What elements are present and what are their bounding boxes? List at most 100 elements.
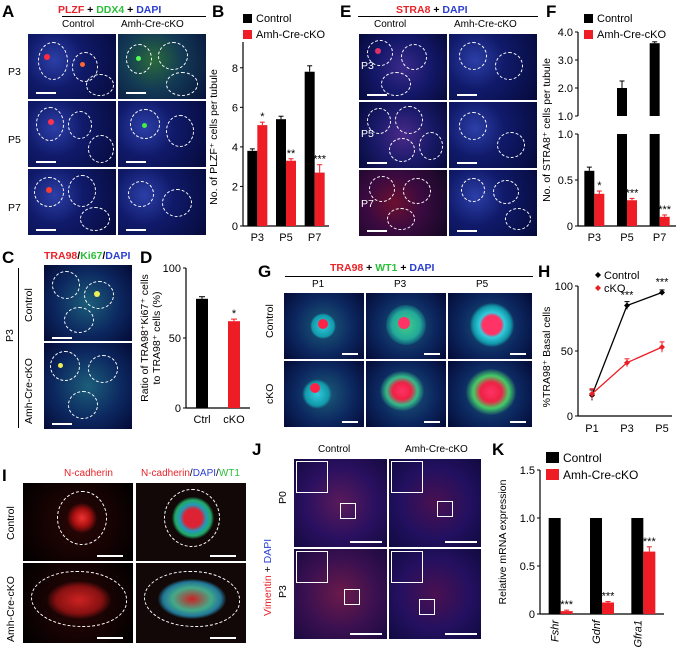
tubule-outline (52, 271, 80, 299)
micrograph (43, 264, 133, 342)
row-label-p0: P0 (277, 491, 289, 504)
cell-cluster (470, 303, 514, 347)
tubule-outline (461, 178, 485, 202)
micrograph (135, 482, 247, 562)
y-axis-label: Relative mRNA expression (497, 479, 509, 604)
bar (247, 150, 258, 226)
significance-label: *** (602, 591, 616, 603)
tubule-outline (403, 178, 431, 204)
chart-d: 0 50 100 Ratio of TRA98⁺Ki67⁺ cells to TRA98… (139, 263, 250, 426)
side-rule (18, 268, 19, 428)
title-ddx4: DDX4 (96, 4, 125, 16)
tubule-outline (493, 180, 519, 204)
bar (314, 172, 325, 226)
title-plzf: PLZF (58, 4, 85, 16)
micrograph (43, 342, 133, 430)
side-plus: + (262, 563, 274, 576)
x-tick-label: Ctrl (193, 414, 210, 426)
title-dapi: DAPI (442, 4, 468, 16)
column-header-p3: P3 (394, 279, 407, 290)
x-tick-label: P5 (279, 232, 292, 244)
panel-i-title-2: N-cadherin/DAPI/WT1 (141, 468, 240, 479)
bar (548, 518, 561, 614)
row-label-control: Control (23, 288, 35, 322)
legend-label: Amh-Cre-cKO (597, 29, 667, 41)
cell (44, 54, 50, 60)
tubule-outline (31, 571, 127, 627)
row-label-p3: P3 (361, 60, 374, 72)
legend-swatch (595, 272, 601, 278)
roi-box (340, 503, 356, 519)
scale-bar (457, 162, 477, 164)
tubule-outline (34, 177, 64, 207)
scale-bar (342, 353, 358, 355)
panel-label-k: K (492, 440, 505, 459)
y-axis-label: No. of STRA8⁺ cells per tubule (541, 58, 553, 202)
micrograph (135, 562, 247, 644)
scale-bar (457, 230, 477, 232)
y-axis-label: to TRA98⁺ cells (%) (151, 292, 163, 385)
y-tick-label: 1.0 (520, 513, 535, 525)
y-tick-label: 50 (169, 333, 181, 345)
tubule-outline (128, 181, 154, 207)
scale-bar (126, 92, 146, 94)
micrograph (365, 292, 447, 360)
significance-label: ** (287, 148, 296, 160)
column-header-cko: Amh-Cre-cKO (405, 444, 468, 455)
significance-label: *** (621, 290, 635, 302)
tubule-outline (88, 135, 114, 163)
x-tick-label: P5 (620, 232, 633, 244)
scale-bar (52, 337, 72, 339)
scale-bar (367, 162, 387, 164)
y-tick-label: 0 (529, 609, 535, 621)
title-wt1: WT1 (375, 262, 398, 274)
column-header-cko: Amh-Cre-cKO (454, 19, 517, 30)
row-label-p3: P3 (4, 329, 16, 342)
tubule-outline (367, 40, 393, 66)
bar (286, 160, 296, 226)
micrograph (27, 100, 117, 168)
tubule-outline (158, 42, 188, 70)
panel-i-title-1: N-cadherin (64, 468, 113, 479)
micrograph (365, 360, 447, 428)
tubule-outline (505, 208, 531, 230)
side-dapi: DAPI (262, 538, 274, 564)
micrograph (447, 292, 533, 360)
legend-label: Amh-Cre-cKO (563, 468, 638, 482)
y-tick-label: 0 (567, 221, 573, 233)
tubule-outline (88, 355, 118, 383)
title-plus: + (397, 262, 410, 274)
y-tick-label: 0 (175, 403, 181, 415)
cell (94, 291, 100, 297)
significance-label: *** (643, 536, 657, 548)
micrograph (293, 458, 388, 548)
cell (318, 319, 328, 329)
micrograph (22, 562, 134, 644)
tubule-outline (68, 175, 96, 207)
panel-e-title: STRA8 + DAPI (396, 4, 468, 16)
row-label-p7: P7 (8, 202, 21, 214)
significance-label: *** (560, 599, 574, 611)
tubule-outline (57, 491, 107, 545)
scale-bar (350, 541, 382, 543)
chart-k: 0 0.5 1.0 1.5 Relative mRNA expression *** Fsh… (497, 451, 664, 647)
cell-cluster (158, 579, 226, 619)
y-tick-label: 8 (232, 63, 238, 75)
tubule-outline (68, 391, 98, 419)
roi-box (437, 501, 453, 517)
significance-label: * (260, 111, 265, 123)
panel-label-f: F (546, 2, 557, 21)
title-plus: + (124, 4, 137, 16)
title-tra98: TRA98 (330, 262, 364, 274)
header-rule (62, 16, 206, 17)
micrograph: P3 (358, 33, 448, 101)
scale-bar (424, 353, 440, 355)
panel-label-d: D (140, 248, 153, 267)
tubule-outline (64, 307, 94, 333)
panel-c-title: TRA98/Ki67/DAPI (44, 250, 130, 262)
significance-label: *** (658, 204, 672, 216)
scale-bar (36, 161, 56, 163)
micrograph: P7 (358, 169, 448, 237)
micrograph (293, 548, 388, 640)
y-axis-label: No. of PLZF⁺ cells per tubule (208, 69, 220, 205)
